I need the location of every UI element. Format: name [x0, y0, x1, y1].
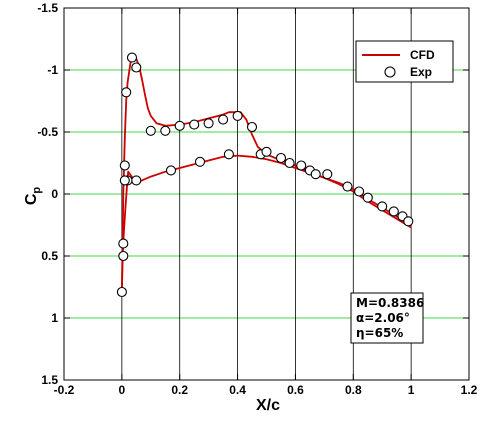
exp-data-point — [203, 118, 214, 129]
x-tick-label: 1 — [408, 383, 415, 397]
legend: CFD Exp — [355, 40, 454, 83]
annotation-eta: η=65% — [356, 326, 403, 340]
legend-exp-marker — [384, 66, 396, 78]
y-axis-label: Cp — [23, 187, 43, 206]
exp-data-point — [223, 149, 234, 160]
exp-data-point — [131, 175, 142, 186]
y-tick-label: 1 — [51, 311, 58, 325]
y-axis-label-sub: p — [31, 187, 43, 194]
exp-data-point — [218, 114, 229, 125]
series-layer — [116, 52, 414, 298]
x-tick-label: 1.2 — [461, 383, 478, 397]
x-tick-label: 0.2 — [171, 383, 188, 397]
exp-data-point — [121, 87, 132, 98]
exp-data-point — [403, 216, 414, 227]
exp-data-point — [362, 192, 373, 203]
annotation-alpha: α=2.06° — [356, 311, 410, 325]
exp-data-point — [284, 157, 295, 169]
exp-data-point — [194, 156, 206, 167]
exp-data-point — [119, 160, 130, 171]
ticks: -0.2 0 0.2 0.4 0.6 0.8 1 1.2 -1.5 -1 -0.5 0 0.5 1 1.5 — [37, 1, 477, 397]
x-axis-label: X/c — [256, 397, 280, 414]
legend-box — [355, 40, 454, 83]
exp-data-point — [246, 121, 258, 133]
exp-data-point — [174, 120, 185, 131]
exp-data-point — [354, 186, 365, 197]
annotation-mach: M=0.8386 — [356, 296, 424, 310]
exp-data-point — [310, 169, 321, 180]
legend-exp-label: Exp — [410, 65, 432, 79]
exp-data-point — [116, 286, 127, 298]
x-tick-label: 0.4 — [229, 383, 246, 397]
annotation-box: M=0.8386 α=2.06° η=65% — [350, 292, 424, 344]
exp-data-point — [145, 125, 156, 136]
x-tick-label: 0.6 — [287, 383, 304, 397]
y-tick-label: 0.5 — [41, 249, 58, 263]
exp-data-point — [232, 110, 243, 121]
exp-data-point — [131, 62, 142, 73]
exp-data-point — [189, 119, 200, 130]
exp-data-point — [296, 160, 307, 171]
exp-data-point — [342, 181, 353, 192]
annotation-frame — [350, 292, 424, 344]
y-tick-label: -1.5 — [37, 1, 58, 15]
y-tick-label: 0 — [51, 187, 58, 201]
y-axis-label-main: C — [23, 193, 40, 205]
x-tick-label: 0.8 — [345, 383, 362, 397]
exp-data-point — [275, 152, 287, 164]
x-tick-label: -0.2 — [54, 383, 75, 397]
exp-data-point — [165, 165, 177, 176]
y-tick-label: -0.5 — [37, 125, 58, 139]
exp-data-point — [388, 206, 399, 217]
y-tick-label: -1 — [47, 63, 58, 77]
exp-data-point — [322, 169, 333, 180]
y-tick-label: 1.5 — [41, 373, 58, 387]
exp-data-point — [126, 52, 138, 63]
exp-data-point — [377, 201, 388, 212]
legend-cfd-label: CFD — [410, 48, 435, 62]
exp-data-point — [118, 250, 129, 262]
exp-data-point — [118, 238, 129, 249]
exp-data-point — [119, 175, 130, 186]
x-tick-label: 0 — [119, 383, 126, 397]
exp-data-point — [160, 125, 171, 136]
exp-data-point — [261, 146, 272, 157]
